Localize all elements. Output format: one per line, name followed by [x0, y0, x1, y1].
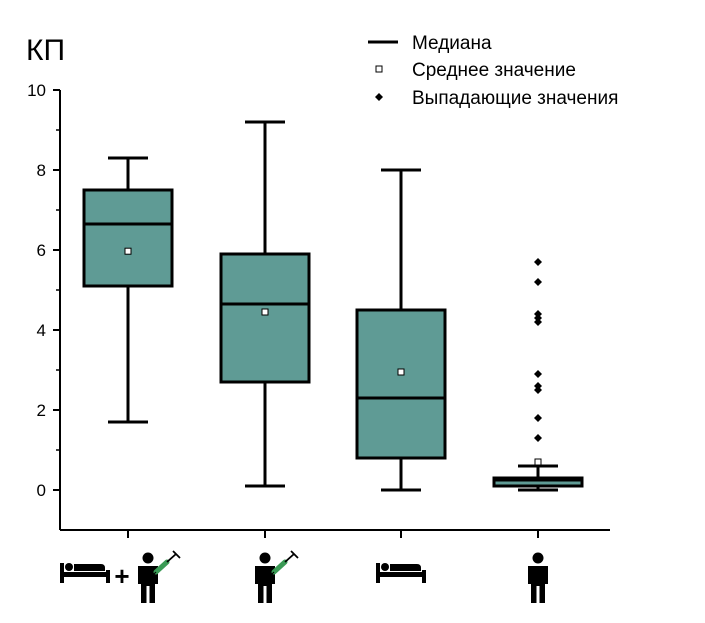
mean-marker — [397, 368, 405, 376]
y-tick-label: 0 — [37, 481, 46, 500]
syringe-plunger — [284, 553, 295, 563]
person-head — [532, 552, 544, 564]
outlier-point — [534, 310, 542, 318]
bed-headboard — [60, 563, 64, 583]
syringe-barrel — [153, 559, 170, 575]
outlier-point — [534, 278, 542, 286]
outlier-point — [534, 434, 542, 442]
syringe-needle — [150, 571, 157, 578]
vaccinated-person-icon — [255, 550, 299, 603]
legend-outlier-marker — [375, 93, 383, 101]
person-head — [259, 552, 271, 564]
legend-mean-marker — [375, 65, 383, 73]
outlier-point — [534, 258, 542, 266]
bed-frame — [60, 572, 110, 577]
y-tick-label: 8 — [37, 161, 46, 180]
outlier-point — [534, 370, 542, 378]
box-4 — [492, 258, 584, 492]
syringe-barrel — [271, 559, 288, 575]
patient-body — [74, 564, 105, 571]
category-icons: + — [60, 550, 548, 603]
bed-footboard — [106, 570, 110, 583]
y-tick-label: 6 — [37, 241, 46, 260]
y-tick-label: 2 — [37, 401, 46, 420]
y-tick-label: 4 — [37, 321, 46, 340]
y-tick-label: 10 — [27, 81, 46, 100]
boxes-group — [82, 120, 584, 492]
legend-median-label: Медиана — [412, 33, 492, 54]
bed-frame — [376, 572, 426, 577]
box-3 — [355, 168, 447, 492]
syringe-needle — [268, 571, 275, 578]
iqr-box — [492, 476, 584, 488]
syringe-handle — [172, 550, 181, 559]
person-body — [528, 566, 548, 603]
person-icon — [528, 552, 548, 603]
iqr-box — [355, 308, 447, 460]
mean-marker — [261, 308, 269, 316]
bed-patient-icon — [376, 563, 426, 583]
outlier-point — [534, 414, 542, 422]
box-1 — [82, 156, 174, 424]
syringe-handle — [290, 550, 299, 559]
patient-body — [390, 564, 421, 571]
bed-plus-vaccinated-person-icon: + — [60, 550, 181, 603]
person-head — [142, 552, 154, 564]
legend-outlier-label: Выпадающие значения — [412, 88, 618, 109]
axes: 0 2 4 6 8 10 — [27, 81, 610, 538]
patient-head — [65, 563, 73, 571]
box-2 — [219, 120, 311, 488]
bed-headboard — [376, 563, 380, 583]
iqr-box — [219, 252, 311, 384]
mean-marker — [534, 458, 542, 466]
bed-footboard — [422, 570, 426, 583]
iqr-box — [82, 188, 174, 288]
legend: Медиана Среднее значение Выпадающие знач… — [368, 33, 618, 109]
y-axis-title: КП — [26, 34, 65, 67]
syringe-plunger — [166, 553, 177, 563]
legend-mean-label: Среднее значение — [412, 60, 576, 81]
plus-sign-icon: + — [114, 561, 129, 591]
mean-marker — [124, 247, 132, 255]
outlier-point — [534, 382, 542, 390]
patient-head — [381, 563, 389, 571]
